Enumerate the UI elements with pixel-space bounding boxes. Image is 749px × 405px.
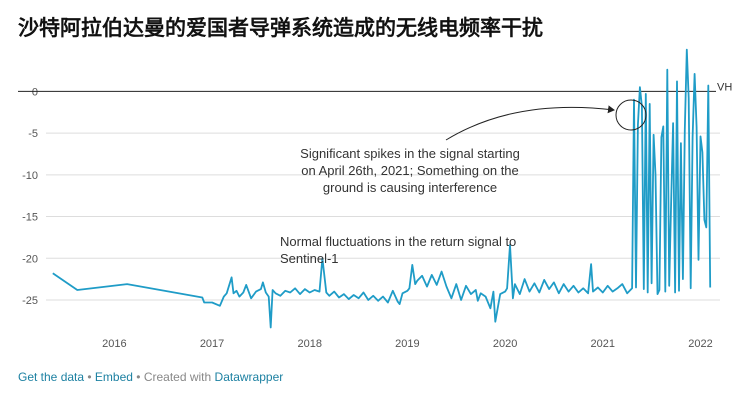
footer-separator: • xyxy=(84,370,95,384)
y-tick-label: -15 xyxy=(22,212,38,224)
annotation-line: ground is causing interference xyxy=(323,180,497,195)
series-layer: VH xyxy=(52,48,732,329)
annotation-highlight-circle xyxy=(615,99,647,131)
annotation-normal-fluctuations: Normal fluctuations in the return signal… xyxy=(280,234,516,266)
annotation-spikes: Significant spikes in the signal startin… xyxy=(300,146,520,195)
series-label: VH xyxy=(717,81,732,93)
y-tick-label: -10 xyxy=(22,170,38,182)
datawrapper-link[interactable]: Datawrapper xyxy=(214,370,284,384)
embed-link[interactable]: Embed xyxy=(94,370,133,384)
annotations: Significant spikes in the signal startin… xyxy=(280,99,647,266)
y-tick-label: -20 xyxy=(22,253,38,265)
x-tick-label: 2021 xyxy=(591,338,615,350)
page-title: 沙特阿拉伯达曼的爱国者导弹系统造成的无线电频率干扰 xyxy=(18,17,543,40)
footer-created-with: • Created with xyxy=(132,370,215,384)
annotation-line: Sentinel-1 xyxy=(280,251,339,266)
annotation-line: on April 26th, 2021; Something on the xyxy=(301,163,519,178)
annotation-arrow xyxy=(445,105,615,141)
x-tick-label: 2019 xyxy=(395,338,419,350)
x-tick-label: 2022 xyxy=(688,338,712,350)
x-tick-label: 2016 xyxy=(102,338,126,350)
y-tick-label: -5 xyxy=(28,128,38,140)
annotation-line: Significant spikes in the signal startin… xyxy=(300,146,520,161)
footer: Get the data • Embed • Created with Data… xyxy=(18,370,283,384)
x-tick-label: 2020 xyxy=(493,338,517,350)
annotation-line: Normal fluctuations in the return signal… xyxy=(280,234,516,249)
y-tick-label: 0 xyxy=(32,86,38,98)
x-tick-label: 2018 xyxy=(297,338,321,350)
x-axis: 2016 2017 2018 2019 2020 2021 2022 xyxy=(102,338,713,350)
gridlines xyxy=(46,132,720,301)
series-line xyxy=(52,48,712,329)
y-tick-label: -25 xyxy=(22,295,38,307)
get-the-data-link[interactable]: Get the data xyxy=(18,370,85,384)
y-axis: 0 -5 -10 -15 -20 -25 xyxy=(22,86,38,307)
x-tick-label: 2017 xyxy=(200,338,224,350)
